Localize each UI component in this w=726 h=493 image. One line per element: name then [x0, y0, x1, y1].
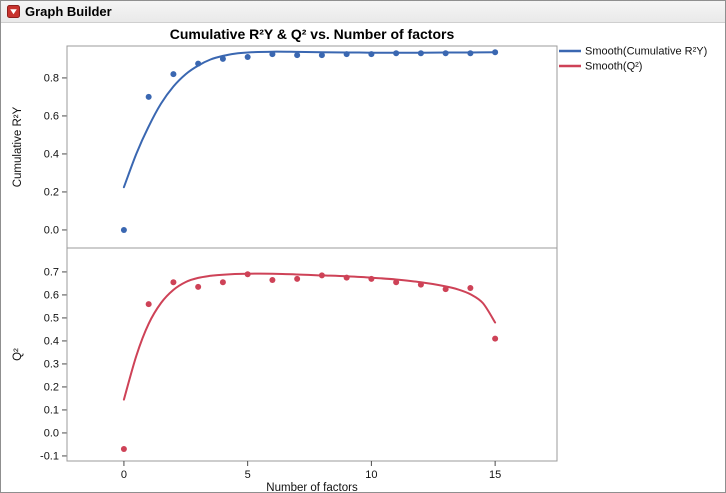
x-tick-label: 10 [365, 469, 377, 481]
data-point [145, 93, 152, 100]
data-point [120, 446, 127, 453]
y-tick-label: 0.2 [44, 186, 59, 198]
data-point [170, 71, 177, 78]
data-point [393, 50, 400, 57]
data-point [219, 55, 226, 62]
legend-label: Smooth(Cumulative R²Y) [585, 46, 707, 58]
scatter-points [120, 49, 499, 233]
y-tick-label: 0.4 [44, 335, 59, 347]
legend-label: Smooth(Q²) [585, 61, 642, 73]
chart-title: Cumulative R²Y & Q² vs. Number of factor… [170, 26, 455, 42]
data-point [467, 50, 474, 57]
smooth-line [122, 272, 497, 401]
data-point [442, 286, 449, 293]
disclosure-triangle-icon[interactable] [7, 5, 20, 18]
report-title-bar: Graph Builder [1, 1, 725, 23]
y-tick-label: 0.6 [44, 289, 59, 301]
y-tick-label: 0.1 [44, 404, 59, 416]
bottom-panel: -0.1 0.0 0.1 0.2 0.3 0.4 0.5 0.6 0.7 Q² [12, 266, 499, 462]
plot-frame [66, 45, 558, 462]
y-tick-label: 0.3 [44, 358, 59, 370]
y-axis-label: Q² [12, 348, 24, 361]
data-point [417, 281, 424, 288]
data-point [244, 271, 251, 278]
x-tick-label: 5 [245, 469, 251, 481]
y-tick-label: 0.6 [44, 110, 59, 122]
x-tick-label: 0 [121, 469, 127, 481]
data-point [318, 272, 325, 279]
data-point [318, 52, 325, 59]
y-tick-label: 0.2 [44, 381, 59, 393]
y-tick-label: 0.0 [44, 224, 59, 236]
y-tick-label: 0.7 [44, 266, 59, 278]
data-point [294, 275, 301, 282]
y-tick-label: 0.0 [44, 427, 59, 439]
x-axis: 0 5 10 15 Number of factors [121, 461, 501, 492]
y-tick-label: -0.1 [40, 450, 59, 462]
y-tick-label: 0.8 [44, 72, 59, 84]
data-point [170, 279, 177, 286]
data-point [343, 274, 350, 281]
data-point [393, 279, 400, 286]
scatter-points [120, 271, 499, 453]
graph-canvas: Cumulative R²Y & Q² vs. Number of factor… [1, 23, 725, 492]
data-point [417, 50, 424, 57]
report-title: Graph Builder [25, 4, 112, 19]
data-point [368, 275, 375, 282]
data-point [492, 335, 499, 342]
data-point [294, 52, 301, 59]
data-point [368, 51, 375, 58]
y-axis-label: Cumulative R²Y [12, 106, 24, 187]
data-point [343, 51, 350, 58]
data-point [269, 276, 276, 283]
smooth-line [122, 50, 497, 189]
data-point [195, 283, 202, 290]
x-axis-label: Number of factors [266, 482, 358, 492]
data-point [442, 50, 449, 57]
data-point [219, 279, 226, 286]
data-point [145, 301, 152, 308]
data-point [492, 49, 499, 56]
top-panel: 0.0 0.2 0.4 0.6 0.8 Cumulative R²Y [12, 49, 499, 236]
y-tick-label: 0.5 [44, 312, 59, 324]
data-point [244, 54, 251, 61]
data-point [269, 51, 276, 58]
legend: Smooth(Cumulative R²Y) Smooth(Q²) [559, 46, 707, 73]
data-point [195, 60, 202, 67]
chart-svg: Cumulative R²Y & Q² vs. Number of factor… [12, 26, 707, 492]
x-tick-label: 15 [489, 469, 501, 481]
y-tick-label: 0.4 [44, 148, 59, 160]
data-point [120, 226, 127, 233]
data-point [467, 285, 474, 292]
